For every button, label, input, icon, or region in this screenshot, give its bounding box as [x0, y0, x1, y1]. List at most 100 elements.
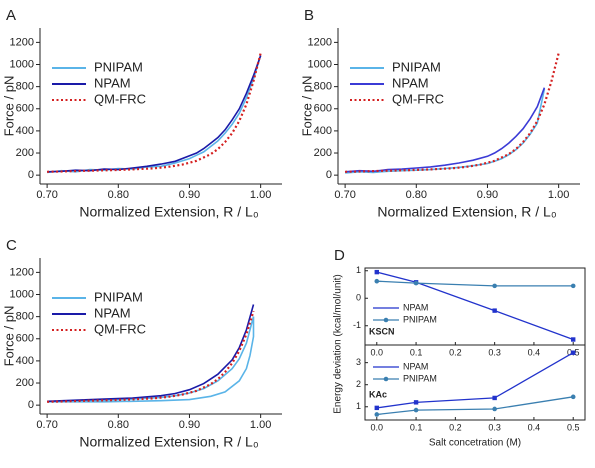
y-tick-label: 1200: [10, 266, 34, 278]
x-tick-label: 0.5: [567, 422, 580, 432]
point: [492, 406, 497, 412]
point: [413, 400, 419, 405]
x-tick-label: 0.70: [334, 189, 355, 201]
series-line: [376, 280, 574, 287]
y-tick-label: 1200: [10, 36, 34, 48]
y-tick-label: 0: [28, 399, 34, 411]
y-tick-label: 1000: [10, 288, 34, 300]
y-axis-label: Energy deviation (kcal/mol/unit): [333, 274, 344, 414]
x-axis-label: Normalized Extension, R / L₀: [79, 434, 259, 450]
x-axis-label: Salt concetration (M): [429, 438, 521, 449]
panel-label: B: [304, 7, 314, 24]
y-tick-label: 1000: [308, 58, 332, 70]
y-tick-label: 0: [356, 293, 361, 303]
point: [571, 337, 576, 342]
series-line: [47, 53, 262, 173]
y-axis-label: Force / pN: [299, 76, 314, 137]
point: [413, 407, 419, 413]
x-tick-label: 0.80: [406, 189, 427, 201]
point: [492, 395, 497, 401]
legend-label: QM-FRC: [94, 321, 146, 336]
x-tick-label: 0.90: [179, 419, 200, 431]
legend-label: NPAM: [392, 75, 429, 90]
x-tick-label: 0.80: [108, 419, 129, 431]
y-axis-label: Force / pN: [1, 76, 16, 137]
panel-label: D: [334, 247, 345, 264]
panel-label: C: [6, 237, 17, 254]
plot-frame: [364, 267, 586, 421]
y-tick-label: 800: [314, 81, 332, 93]
x-tick-label: 0.1: [410, 347, 423, 357]
point: [413, 280, 419, 286]
point: [492, 308, 497, 313]
x-tick-label: 0.70: [36, 189, 57, 201]
x-axis-label: Normalized Extension, R / L₀: [377, 204, 557, 220]
series-line: [47, 55, 262, 174]
legend-marker: [383, 376, 389, 382]
point: [570, 283, 576, 289]
x-tick-label: 0.80: [108, 189, 129, 201]
y-tick-label: 600: [314, 103, 332, 115]
y-tick-label: 600: [16, 333, 34, 345]
series-line: [47, 304, 255, 403]
series-line: [345, 87, 546, 173]
legend-marker: [383, 317, 389, 323]
x-tick-label: 0.3: [488, 422, 501, 432]
y-tick-label: 1: [356, 265, 361, 275]
x-tick-label: 0.2: [449, 347, 462, 357]
point: [571, 350, 576, 355]
y-tick-label: 200: [16, 377, 34, 389]
legend-label: QM-FRC: [94, 91, 146, 106]
x-tick-label: 1.00: [250, 419, 271, 431]
x-tick-label: 0.3: [488, 347, 501, 357]
y-tick-label: 200: [314, 147, 332, 159]
x-tick-label: 1.00: [250, 189, 271, 201]
series-line: [47, 310, 255, 403]
legend-label: PNIPAM: [403, 314, 437, 324]
x-tick-label: 0.0: [371, 422, 384, 432]
x-tick-label: 0.0: [371, 347, 384, 357]
panel: C 0.70 0.80 0.90 1.00 0 200 400 600 800 1000 1200 No…: [1, 237, 282, 450]
y-tick-label: 600: [16, 103, 34, 115]
subplot-label: KAc: [369, 389, 387, 399]
legend-label: NPAM: [94, 305, 131, 320]
x-tick-label: 0.2: [449, 422, 462, 432]
series-line: [47, 316, 255, 403]
y-tick-label: 1000: [10, 58, 34, 70]
series-line: [376, 352, 574, 409]
x-axis-label: Normalized Extension, R / L₀: [79, 204, 259, 220]
y-tick-label: 800: [16, 81, 34, 93]
x-tick-label: 0.90: [477, 189, 498, 201]
x-tick-label: 0.1: [410, 422, 423, 432]
y-tick-label: 400: [16, 125, 34, 137]
x-tick-label: 0.90: [179, 189, 200, 201]
y-tick-label: 3: [356, 357, 361, 367]
y-tick-label: -1: [353, 320, 361, 330]
y-tick-label: 1: [356, 401, 361, 411]
x-tick-label: 0.70: [36, 419, 57, 431]
series-line: [345, 88, 546, 174]
legend-label: NPAM: [403, 302, 428, 312]
series-line: [376, 271, 574, 341]
point: [374, 269, 379, 275]
y-tick-label: 800: [16, 311, 34, 323]
legend-label: PNIPAM: [403, 373, 437, 383]
x-tick-label: 0.4: [528, 347, 541, 357]
x-tick-label: 0.4: [528, 422, 541, 432]
y-axis-label: Force / pN: [1, 306, 16, 367]
series-line: [47, 55, 262, 173]
legend-label: NPAM: [403, 361, 428, 371]
series-line: [345, 53, 560, 173]
point: [374, 412, 380, 417]
subplot-label: KSCN: [369, 326, 395, 336]
y-tick-label: 1200: [308, 36, 332, 48]
legend-label: QM-FRC: [392, 91, 444, 106]
y-tick-label: 0: [28, 169, 34, 181]
y-tick-label: 400: [314, 125, 332, 137]
point: [374, 278, 380, 284]
point: [570, 394, 576, 400]
legend-label: NPAM: [94, 75, 131, 90]
legend-label: PNIPAM: [94, 289, 143, 304]
point: [374, 405, 379, 411]
